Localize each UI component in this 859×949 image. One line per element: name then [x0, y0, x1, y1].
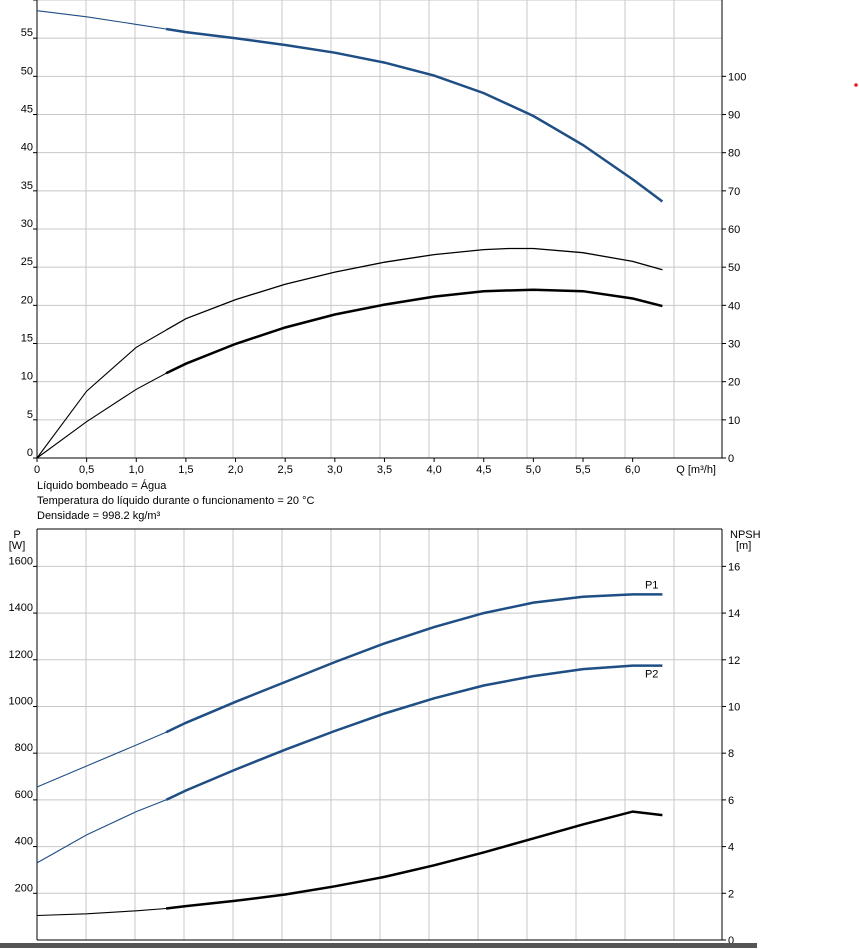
curve-2-line-extrapolated	[36, 907, 167, 917]
left-tick-label: 1200	[9, 649, 33, 661]
marker-dot	[854, 83, 858, 87]
left-tick-label: 600	[15, 789, 33, 801]
p1-line-extrapolated	[36, 731, 167, 788]
left-tick-label: 800	[15, 742, 33, 754]
right-tick-label: 30	[728, 339, 740, 351]
x-tick-label: 0	[34, 464, 40, 476]
left-axis-title: P	[13, 529, 20, 541]
right-tick-label: 100	[728, 71, 746, 83]
left-tick-label: 45	[21, 104, 33, 116]
p2-line-extrapolated	[36, 799, 167, 864]
right-tick-label: 80	[728, 148, 740, 160]
x-tick-label: 3,5	[377, 464, 392, 476]
left-tick-label: 200	[15, 882, 33, 894]
curve-0-line	[165, 27, 664, 203]
right-tick-label: 16	[728, 561, 740, 573]
left-tick-label: 1400	[9, 602, 33, 614]
caption-density: Densidade = 998.2 kg/m³	[37, 510, 161, 522]
x-tick-label: 1,0	[129, 464, 144, 476]
series-label-p2: P2	[645, 669, 658, 681]
x-tick-label: 5,5	[575, 464, 590, 476]
p2-line	[165, 664, 663, 802]
curve-2-line	[165, 810, 663, 910]
p1-line	[165, 593, 663, 734]
right-tick-label: 10	[728, 415, 740, 427]
right-tick-label: 90	[728, 110, 740, 122]
right-tick-label: 0	[728, 935, 734, 947]
caption-liquid-temperature: Temperatura do líquido durante o funcion…	[37, 495, 314, 507]
right-tick-label: 50	[728, 262, 740, 274]
curve-0-line-extrapolated	[36, 10, 167, 30]
left-tick-label: 400	[15, 836, 33, 848]
left-axis-title: [W]	[9, 540, 26, 552]
left-tick-label: 15	[21, 333, 33, 345]
left-tick-label: 20	[21, 294, 33, 306]
right-tick-label: 10	[728, 701, 740, 713]
right-tick-label: 2	[728, 888, 734, 900]
caption-pumped-liquid: Líquido bombeado = Água	[37, 479, 167, 492]
right-tick-label: 6	[728, 795, 734, 807]
right-tick-label: 12	[728, 655, 740, 667]
right-tick-label: 40	[728, 300, 740, 312]
left-tick-label: 0	[27, 447, 33, 459]
curve-2-line	[165, 288, 663, 375]
right-tick-label: 4	[728, 842, 734, 854]
curve-2-line-extrapolated	[36, 372, 167, 459]
left-tick-label: 60	[21, 0, 33, 1]
right-tick-label: 0	[728, 453, 734, 465]
left-tick-label: 35	[21, 180, 33, 192]
right-tick-label: 20	[728, 377, 740, 389]
curve-1-line-extrapolated	[36, 329, 167, 459]
left-tick-label: 40	[21, 142, 33, 154]
left-tick-label: 1000	[9, 695, 33, 707]
left-tick-label: 25	[21, 256, 33, 268]
left-tick-label: 50	[21, 65, 33, 77]
right-axis-title: NPSH	[730, 529, 761, 541]
x-tick-label: 4,0	[426, 464, 441, 476]
x-tick-label: 4,5	[476, 464, 491, 476]
left-tick-label: 30	[21, 218, 33, 230]
x-tick-label: 1,5	[178, 464, 193, 476]
left-tick-label: 1600	[9, 555, 33, 567]
left-tick-label: 10	[21, 371, 33, 383]
bottom-divider-bar	[0, 943, 757, 948]
series-label-p1: P1	[645, 579, 658, 591]
left-tick-label: 5	[27, 409, 33, 421]
x-tick-label: 3,0	[327, 464, 342, 476]
x-tick-label: 2,5	[278, 464, 293, 476]
x-axis-label: Q [m³/h]	[676, 464, 716, 476]
right-axis-title: [m]	[736, 540, 751, 552]
x-tick-label: 0,5	[79, 464, 94, 476]
x-tick-label: 6,0	[625, 464, 640, 476]
left-tick-label: 55	[21, 27, 33, 39]
power-npsh-chart: 200 400 600 800 1000 1200 1400 1600 0 2 4 6 8 10 12 14 1…	[9, 528, 761, 947]
x-tick-label: 5,0	[526, 464, 541, 476]
right-tick-label: 60	[728, 224, 740, 236]
right-tick-label: 14	[728, 608, 740, 620]
head-efficiency-chart: 0 5 10 15 20 25 30 35 40 45 50 55 60 0 10 20 30 40 50 60 70 8…	[21, 0, 746, 476]
x-tick-label: 2,0	[228, 464, 243, 476]
curve-1-line	[165, 247, 663, 331]
fluid-info-captions: Líquido bombeado = Água Temperatura do l…	[37, 479, 314, 522]
right-tick-label: 8	[728, 748, 734, 760]
right-tick-label: 70	[728, 186, 740, 198]
